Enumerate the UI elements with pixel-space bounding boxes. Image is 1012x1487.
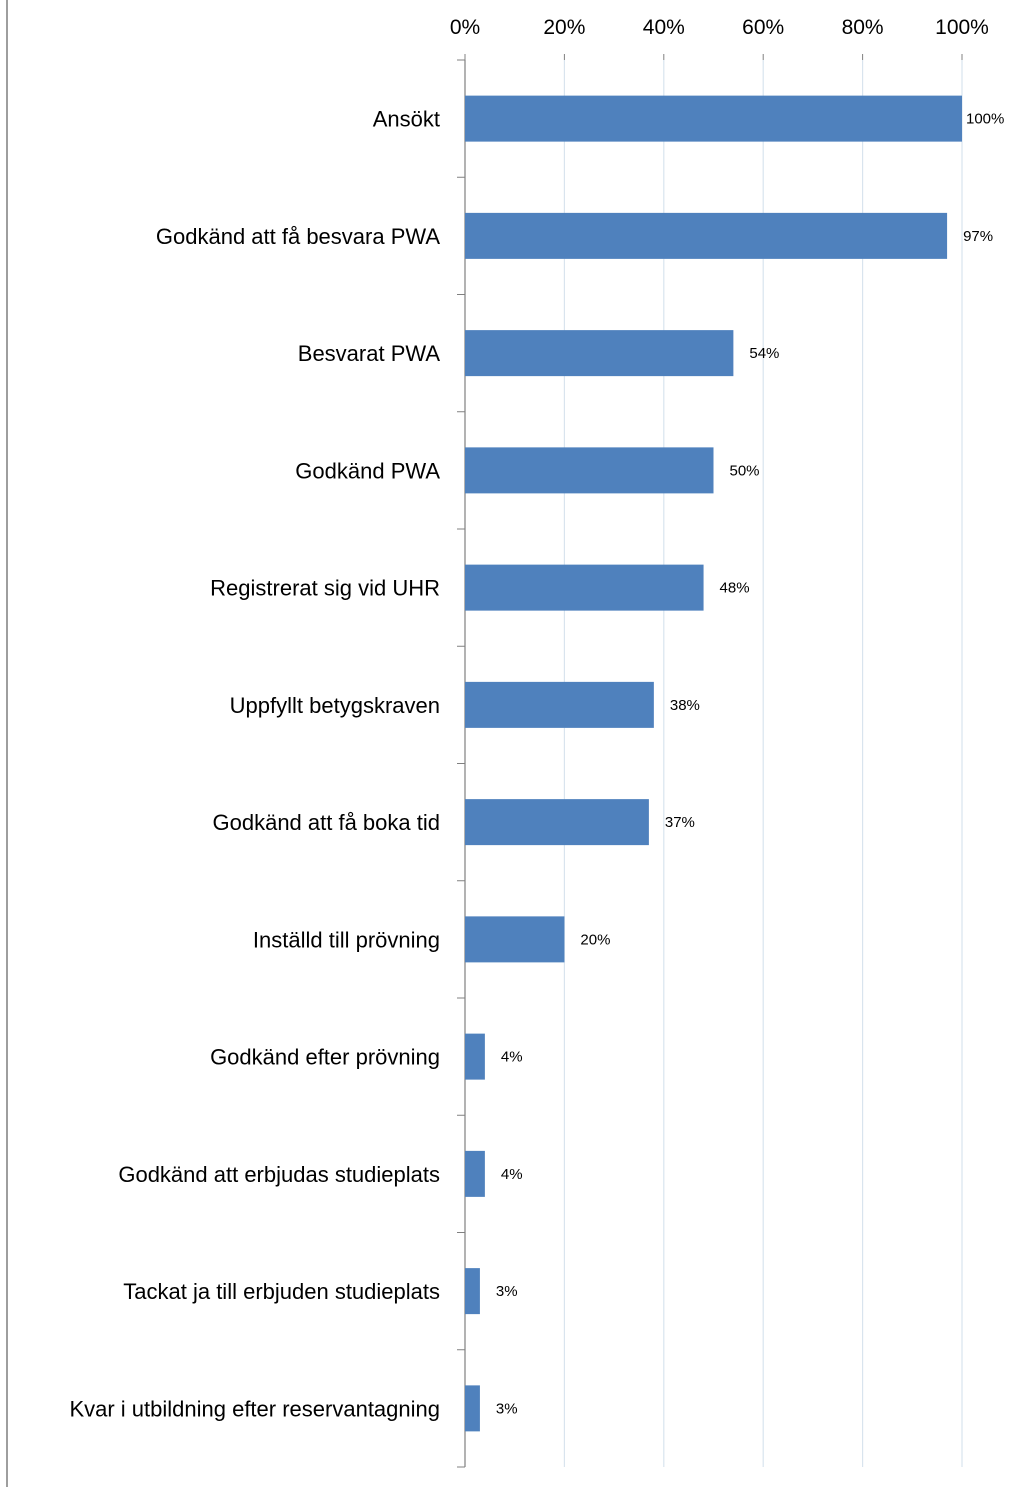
x-tick-label: 40% bbox=[643, 16, 685, 39]
data-label: 3% bbox=[496, 1400, 518, 1417]
category-label: Godkänd att få boka tid bbox=[213, 810, 441, 835]
data-label: 4% bbox=[501, 1049, 523, 1066]
category-label: Inställd till prövning bbox=[253, 927, 440, 952]
category-label: Godkänd att erbjudas studieplats bbox=[118, 1162, 440, 1187]
labels: 0% 20% 40% 60% 80% 100% Ansökt 100% Godkänd att … bbox=[69, 16, 1004, 1421]
bar-4 bbox=[465, 447, 714, 494]
bar-3 bbox=[465, 330, 734, 377]
bar-9 bbox=[465, 1033, 485, 1080]
x-tick-label: 80% bbox=[842, 16, 884, 39]
data-label: 100% bbox=[966, 111, 1004, 128]
data-label: 20% bbox=[580, 931, 610, 948]
data-label: 97% bbox=[963, 228, 993, 245]
data-label: 48% bbox=[720, 580, 750, 597]
x-tick-label: 100% bbox=[935, 16, 989, 39]
bar-2 bbox=[465, 212, 948, 259]
data-label: 37% bbox=[665, 814, 695, 831]
category-label: Ansökt bbox=[373, 107, 440, 132]
data-label: 3% bbox=[496, 1283, 518, 1300]
axes bbox=[457, 54, 963, 1468]
data-label: 4% bbox=[501, 1166, 523, 1183]
data-label: 50% bbox=[730, 462, 760, 479]
data-label: 38% bbox=[670, 697, 700, 714]
category-label: Godkänd efter prövning bbox=[210, 1045, 440, 1070]
bar-5 bbox=[465, 564, 704, 611]
data-label: 54% bbox=[749, 345, 779, 362]
category-label: Tackat ja till erbjuden studieplats bbox=[123, 1279, 440, 1304]
bars bbox=[465, 95, 962, 1432]
bar-10 bbox=[465, 1150, 485, 1197]
gridlines bbox=[563, 60, 963, 1467]
bar-6 bbox=[465, 681, 654, 728]
category-label: Kvar i utbildning efter reservantagning bbox=[69, 1396, 440, 1421]
x-tick-label: 60% bbox=[742, 16, 784, 39]
category-label: Godkänd PWA bbox=[295, 458, 440, 483]
category-label: Registrerat sig vid UHR bbox=[210, 576, 440, 601]
x-tick-label: 0% bbox=[450, 16, 480, 39]
bar-11 bbox=[465, 1268, 480, 1315]
bar-12 bbox=[465, 1385, 480, 1432]
category-label: Uppfyllt betygskraven bbox=[230, 693, 440, 718]
category-label: Godkänd att få besvara PWA bbox=[156, 224, 440, 249]
bar-7 bbox=[465, 799, 649, 846]
category-label: Besvarat PWA bbox=[298, 341, 441, 366]
x-tick-label: 20% bbox=[543, 16, 585, 39]
bar-8 bbox=[465, 916, 565, 963]
bar-1 bbox=[465, 95, 962, 142]
